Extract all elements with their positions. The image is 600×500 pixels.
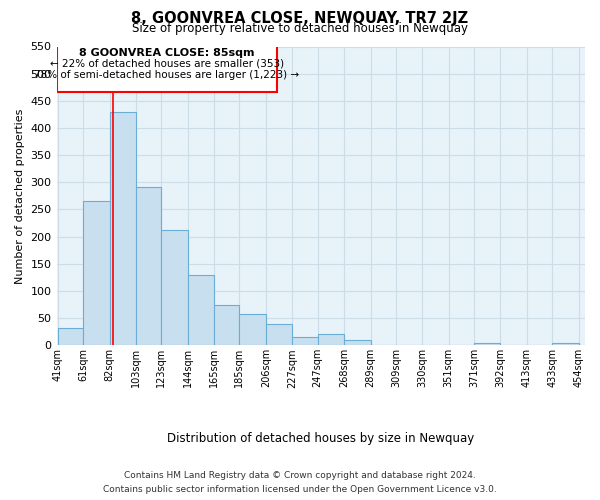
- FancyBboxPatch shape: [56, 44, 277, 92]
- Text: 8, GOONVREA CLOSE, NEWQUAY, TR7 2JZ: 8, GOONVREA CLOSE, NEWQUAY, TR7 2JZ: [131, 11, 469, 26]
- Text: 8 GOONVREA CLOSE: 85sqm: 8 GOONVREA CLOSE: 85sqm: [79, 48, 254, 58]
- Bar: [188, 274, 214, 345]
- Bar: [292, 337, 317, 345]
- Bar: [110, 112, 136, 346]
- Bar: [344, 340, 371, 345]
- Bar: [136, 186, 161, 346]
- Text: Size of property relative to detached houses in Newquay: Size of property relative to detached ho…: [132, 22, 468, 35]
- Bar: [161, 230, 188, 345]
- Text: 78% of semi-detached houses are larger (1,223) →: 78% of semi-detached houses are larger (…: [34, 70, 299, 80]
- Bar: [239, 314, 266, 346]
- Text: ← 22% of detached houses are smaller (353): ← 22% of detached houses are smaller (35…: [50, 59, 284, 69]
- Bar: [474, 342, 500, 345]
- Text: Contains HM Land Registry data © Crown copyright and database right 2024.
Contai: Contains HM Land Registry data © Crown c…: [103, 472, 497, 494]
- Y-axis label: Number of detached properties: Number of detached properties: [15, 108, 25, 284]
- Bar: [317, 334, 344, 345]
- Bar: [266, 324, 292, 345]
- Bar: [552, 342, 578, 345]
- X-axis label: Distribution of detached houses by size in Newquay: Distribution of detached houses by size …: [167, 432, 475, 445]
- Bar: [58, 328, 83, 345]
- Bar: [214, 304, 239, 346]
- Bar: [83, 202, 110, 346]
